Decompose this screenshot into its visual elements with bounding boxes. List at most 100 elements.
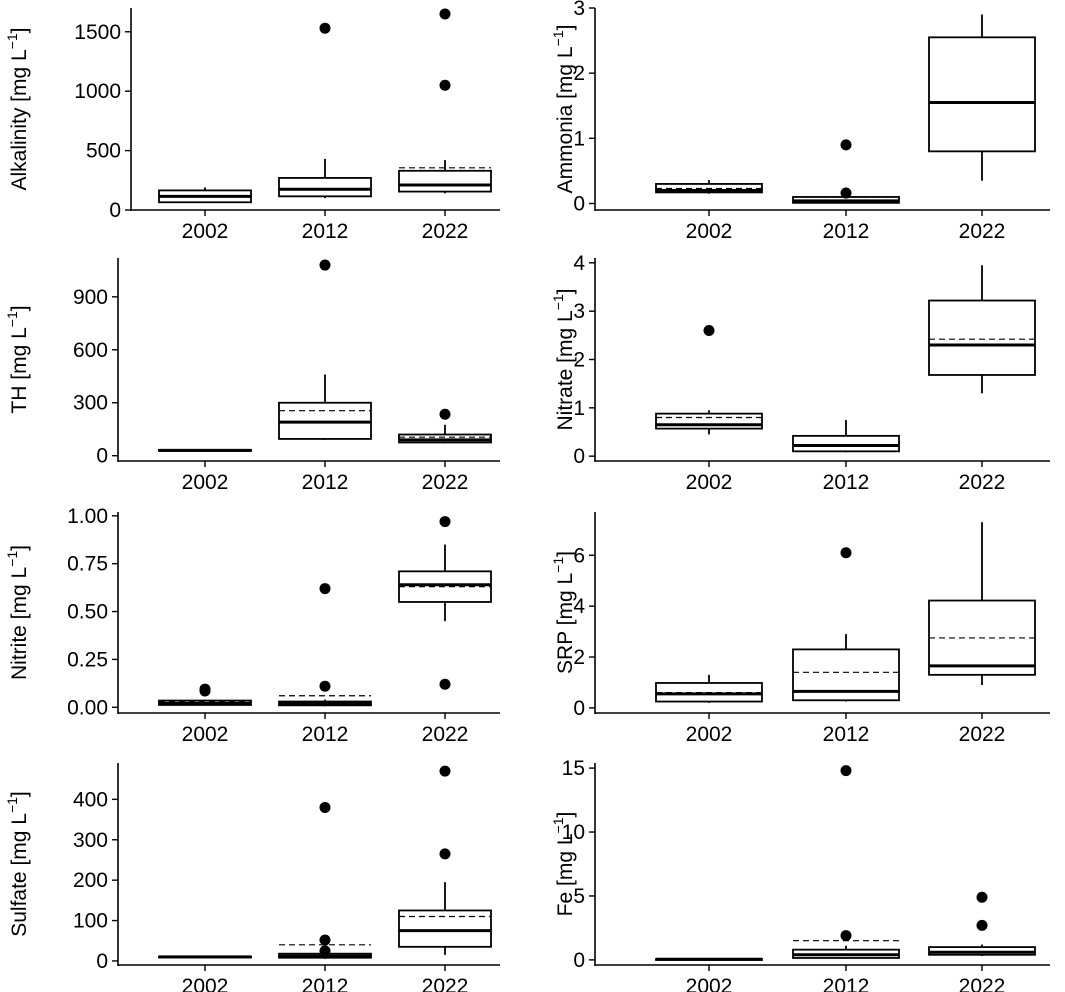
box-2022 [928, 522, 1036, 686]
outlier-point [319, 945, 331, 957]
box-2012 [792, 765, 900, 959]
box-2022 [928, 265, 1036, 394]
y-axis-title: SRP [mg L−1] [550, 551, 577, 674]
box-2022 [398, 765, 492, 955]
box-2002 [655, 325, 763, 435]
box-2012 [278, 22, 372, 199]
panel-row3-left: 0.00 0.25 0.50 0.75 1.00 2002 2012 2022 Nitrite … [4, 505, 500, 746]
x-tick-label: 2022 [959, 471, 1006, 494]
y-tick-label: 1500 [74, 21, 121, 44]
y-tick-label: 2 [573, 62, 585, 85]
y-axis-title-bracket: ] [8, 791, 31, 797]
y-axis-title-text: SRP [mg L [554, 573, 577, 674]
outlier-point [319, 934, 331, 946]
y-tick-label: 1 [573, 127, 585, 150]
iqr-box [278, 177, 372, 198]
panel-bottom-left: 0 100 200 300 400 2002 2012 2022 Sulfate [mg L−1… [4, 763, 500, 992]
x-tick-label: 2002 [686, 723, 733, 746]
outlier-point [439, 516, 451, 528]
x-tick-label: 2022 [422, 471, 469, 494]
y-axis-title-bracket: ] [8, 27, 31, 33]
y-tick-label: 10 [562, 821, 585, 844]
outlier-point [703, 325, 715, 336]
y-tick-label: 2 [573, 646, 585, 669]
outlier-point [439, 848, 451, 860]
y-axis-title: Fe [mg L−1] [550, 812, 577, 917]
box-2002 [655, 180, 763, 194]
y-axis-title-text: Sulfate [mg L [8, 813, 31, 937]
y-tick-label: 0.00 [67, 696, 108, 719]
y-axis-title-bracket: ] [554, 812, 577, 818]
y-axis-title-bracket: ] [8, 305, 31, 311]
x-tick-label: 2022 [422, 723, 469, 746]
x-tick-label: 2012 [302, 723, 349, 746]
box-2022 [398, 8, 492, 194]
box-2002 [655, 674, 763, 703]
outlier-point [976, 891, 988, 903]
x-tick-label: 2022 [959, 723, 1006, 746]
iqr-box [398, 909, 492, 948]
box-2002 [655, 957, 763, 961]
y-tick-label: 300 [73, 829, 108, 852]
y-tick-label: 0.75 [67, 553, 108, 576]
x-tick-label: 2002 [686, 471, 733, 494]
x-tick-label: 2022 [422, 220, 469, 243]
box-2022 [928, 14, 1036, 181]
y-tick-label: 0 [573, 445, 585, 468]
x-tick-label: 2002 [182, 975, 229, 992]
y-tick-label: 4 [573, 595, 585, 618]
y-tick-label: 2 [573, 349, 585, 372]
outlier-point [840, 930, 852, 942]
x-tick-label: 2022 [959, 975, 1006, 992]
panel-row2-right: 0 1 2 3 4 2002 2012 2022 Nitrate [mg L−1] [550, 252, 1050, 494]
y-tick-label: 6 [573, 544, 585, 567]
box-2002 [158, 683, 252, 706]
y-axis-title-bracket: ] [554, 25, 577, 31]
y-axis-title: Nitrate [mg L−1] [550, 288, 577, 430]
x-tick-label: 2002 [182, 220, 229, 243]
x-tick-label: 2012 [302, 220, 349, 243]
x-tick-label: 2012 [302, 471, 349, 494]
outlier-point [439, 765, 451, 777]
y-tick-label: 3 [573, 300, 585, 323]
outlier-point [439, 678, 451, 690]
outlier-point [319, 22, 331, 34]
y-axis-title: TH [mg L−1] [4, 305, 31, 413]
x-tick-label: 2022 [422, 975, 469, 992]
y-axis-title-exponent: −1 [550, 30, 566, 46]
box-2012 [278, 801, 372, 959]
y-tick-label: 15 [562, 757, 585, 780]
y-tick-label: 900 [73, 286, 108, 309]
box-2002 [158, 955, 252, 959]
y-tick-label: 400 [73, 788, 108, 811]
y-axis-title-exponent: −1 [550, 294, 566, 310]
y-axis-title-exponent: −1 [4, 797, 20, 813]
x-tick-label: 2012 [823, 723, 870, 746]
box-2022 [928, 891, 1036, 957]
iqr-box [655, 412, 763, 430]
panel-top-right: 0 1 2 3 2002 2012 2022 Ammonia [mg L−1] [550, 0, 1050, 243]
x-tick-label: 2002 [182, 723, 229, 746]
y-axis-title-bracket: ] [8, 545, 31, 551]
box-2012 [792, 139, 900, 204]
y-tick-label: 0 [96, 445, 108, 468]
iqr-box [928, 36, 1036, 153]
y-tick-label: 0.25 [67, 648, 108, 671]
x-tick-label: 2012 [823, 471, 870, 494]
x-tick-label: 2002 [182, 471, 229, 494]
outlier-point [439, 408, 451, 420]
y-tick-label: 1 [573, 397, 585, 420]
box-2002 [158, 448, 252, 452]
box-2012 [792, 419, 900, 453]
box-2012 [278, 259, 372, 440]
iqr-box [398, 169, 492, 193]
outlier-point [840, 139, 852, 151]
y-tick-label: 0 [573, 697, 585, 720]
x-tick-label: 2012 [302, 975, 349, 992]
outlier-point [319, 680, 331, 692]
outlier-point [199, 683, 211, 695]
x-tick-label: 2002 [686, 975, 733, 992]
y-tick-label: 100 [73, 910, 108, 933]
y-tick-label: 300 [73, 392, 108, 415]
